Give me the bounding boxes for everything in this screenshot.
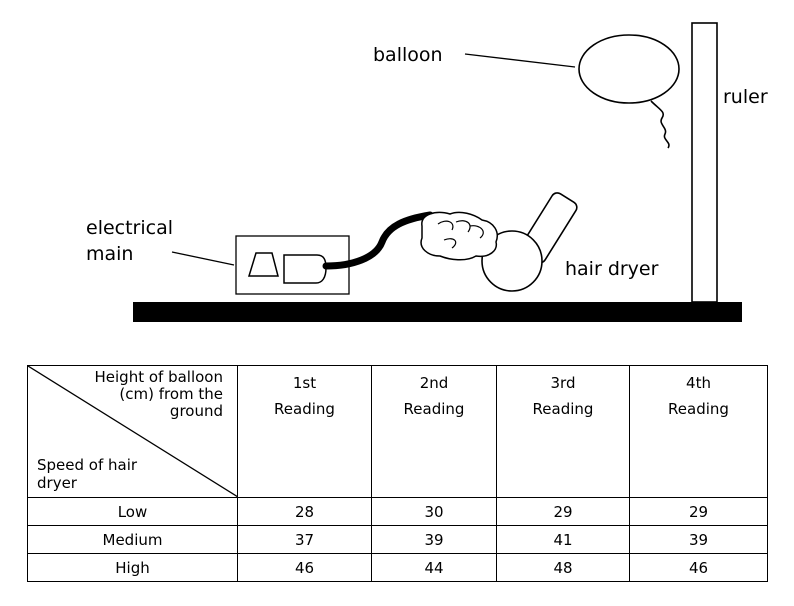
results-table: Height of balloon (cm) from the ground S… [27,365,768,582]
corner-diagonal-line [28,366,238,497]
table-corner-cell: Height of balloon (cm) from the ground S… [27,365,238,498]
table-cell: 39 [371,525,497,554]
ruler-label: ruler [723,86,768,108]
corner-bottom-label: Speed of hair dryer [37,456,137,492]
row-speed-label: High [27,553,238,582]
corner-bottom-line1: Speed of hair [37,456,138,474]
hair-dryer-label: hair dryer [565,258,659,280]
corner-top-line1: Height of balloon [94,368,224,386]
electrical-main-pointer-line [171,251,235,266]
power-cable [322,211,434,270]
table-row: Low 28 30 29 29 [27,497,768,526]
electrical-main-label-line1: electrical [86,217,174,239]
ruler [691,22,718,303]
table-cell: 29 [629,497,768,526]
hair-dryer-shape [420,192,578,292]
table-cell: 28 [237,497,372,526]
table-cell: 41 [496,525,630,554]
balloon-label: balloon [373,44,443,66]
row-speed-label: Medium [27,525,238,554]
balloon-shape [578,34,680,149]
table-cell: 46 [629,553,768,582]
corner-bottom-line2: dryer [37,474,77,492]
column-header-2: 2nd Reading [371,365,497,498]
corner-top-line2: (cm) from the [119,385,223,403]
table-cell: 46 [237,553,372,582]
corner-top-line3: ground [169,402,223,420]
table-cell: 48 [496,553,630,582]
electrical-main-label-line2: main [86,243,134,265]
table-row: High 46 44 48 46 [27,553,768,582]
table-cell: 37 [237,525,372,554]
ground-bar [133,302,742,322]
table-cell: 39 [629,525,768,554]
corner-top-label: Height of balloon (cm) from the ground [95,369,224,420]
table-row: Medium 37 39 41 39 [27,525,768,554]
column-header-3: 3rd Reading [496,365,630,498]
table-header-row: Height of balloon (cm) from the ground S… [27,365,768,498]
table-cell: 29 [496,497,630,526]
table-cell: 44 [371,553,497,582]
column-header-4: 4th Reading [629,365,768,498]
column-header-1: 1st Reading [237,365,372,498]
row-speed-label: Low [27,497,238,526]
balloon-pointer-line [464,53,576,68]
table-cell: 30 [371,497,497,526]
experiment-diagram [133,22,742,322]
